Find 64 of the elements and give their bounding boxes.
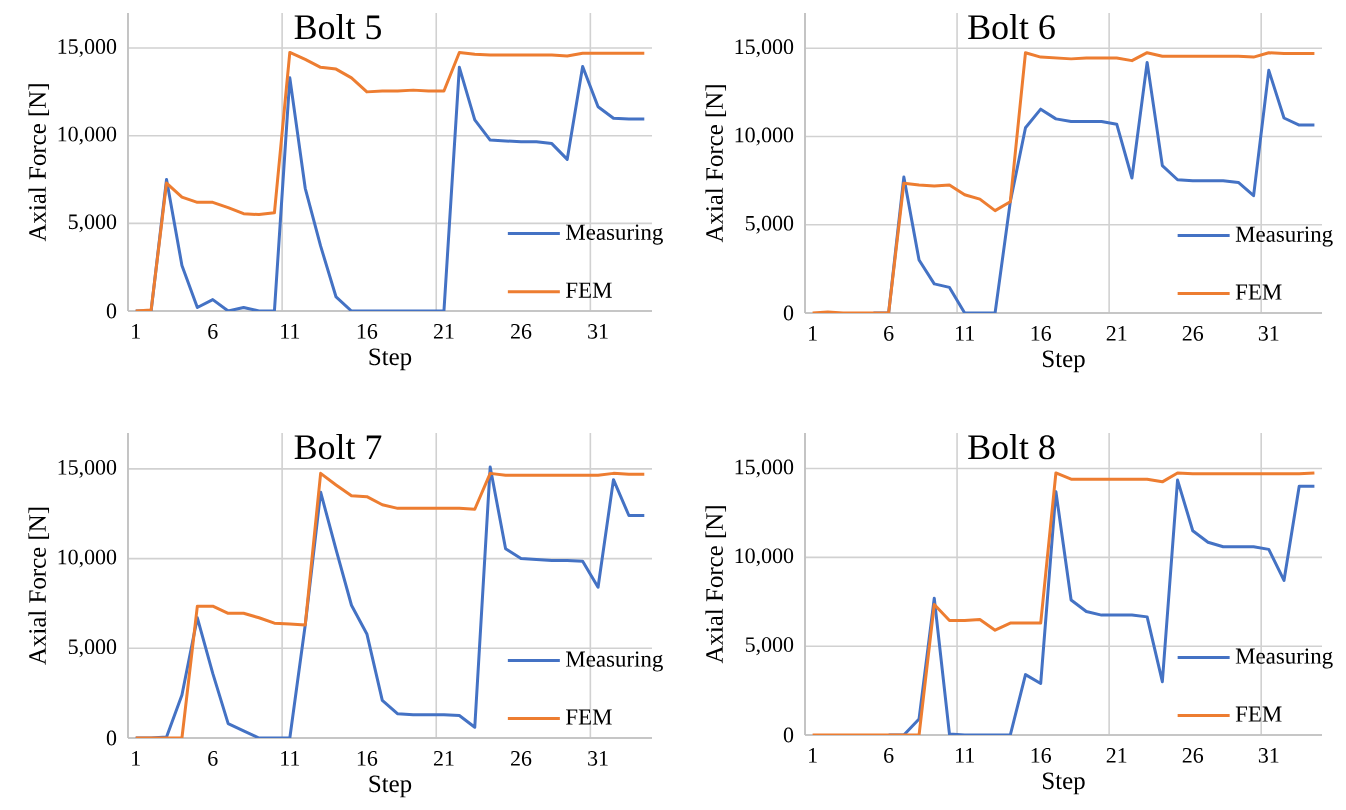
- x-tick-label: 21: [1106, 326, 1127, 341]
- y-tick-label: 0: [106, 303, 117, 319]
- x-tick-label: 11: [281, 324, 300, 339]
- y-tick-label: 0: [106, 730, 117, 746]
- x-axis-title: Step: [1043, 350, 1085, 373]
- legend-label: FEM: [1235, 284, 1282, 300]
- y-tick-label: 15,000: [58, 459, 117, 478]
- x-tick-label: 11: [956, 326, 974, 341]
- legend-label: FEM: [565, 282, 612, 298]
- y-tick-label: 15,000: [735, 459, 794, 478]
- y-axis-title: Axial Force [N]: [28, 507, 50, 665]
- x-tick-label: 6: [884, 326, 894, 341]
- x-tick-label: 16: [357, 751, 378, 766]
- y-tick-label: 5,000: [745, 637, 794, 656]
- x-tick-label: 21: [433, 324, 454, 339]
- x-tick-label: 21: [433, 751, 454, 766]
- chart-title: Bolt 6: [968, 14, 1055, 40]
- y-tick-label: 10,000: [735, 127, 794, 146]
- x-tick-label: 26: [1182, 326, 1204, 341]
- x-tick-label: 1: [809, 326, 817, 341]
- y-tick-label: 10,000: [58, 126, 117, 145]
- y-tick-label: 5,000: [745, 215, 794, 234]
- legend-label: FEM: [1235, 706, 1282, 722]
- legend-label: FEM: [565, 709, 612, 725]
- x-tick-label: 6: [884, 748, 894, 763]
- x-tick-label: 16: [1031, 326, 1052, 341]
- y-tick-label: 15,000: [58, 39, 117, 58]
- x-tick-label: 26: [511, 324, 532, 339]
- x-tick-label: 21: [1106, 748, 1127, 763]
- x-tick-label: 1: [132, 751, 140, 766]
- legend-label: Measuring: [565, 651, 663, 672]
- y-tick-label: 10,000: [58, 549, 117, 568]
- x-axis-title: Step: [369, 348, 412, 371]
- x-tick-label: 6: [208, 324, 218, 339]
- y-tick-label: 10,000: [735, 548, 794, 567]
- legend-label: Measuring: [1235, 226, 1333, 247]
- x-tick-label: 31: [1258, 326, 1279, 341]
- y-axis-title: Axial Force [N]: [705, 506, 727, 664]
- y-axis-title: Axial Force [N]: [705, 85, 727, 243]
- legend-label: Measuring: [1235, 648, 1333, 669]
- legend-label: Measuring: [565, 224, 663, 245]
- y-tick-label: 0: [783, 727, 794, 743]
- chart-title: Bolt 8: [968, 434, 1055, 460]
- y-tick-label: 15,000: [735, 39, 794, 58]
- y-axis-title: Axial Force [N]: [28, 84, 50, 242]
- chart-title: Bolt 7: [294, 434, 382, 460]
- x-tick-label: 31: [588, 324, 608, 339]
- x-axis-title: Step: [369, 775, 412, 798]
- y-tick-label: 5,000: [68, 214, 117, 233]
- x-tick-label: 31: [1258, 748, 1279, 763]
- x-tick-label: 26: [1182, 748, 1204, 763]
- x-tick-label: 11: [281, 751, 300, 766]
- y-tick-label: 5,000: [68, 639, 117, 658]
- x-tick-label: 6: [208, 751, 218, 766]
- x-tick-label: 11: [956, 748, 974, 763]
- x-tick-label: 16: [357, 324, 378, 339]
- x-tick-label: 16: [1031, 748, 1052, 763]
- x-tick-label: 1: [132, 324, 140, 339]
- x-tick-label: 1: [809, 748, 817, 763]
- chart-title: Bolt 5: [294, 14, 381, 40]
- x-tick-label: 26: [511, 751, 532, 766]
- x-tick-label: 31: [588, 751, 608, 766]
- y-tick-label: 0: [783, 305, 794, 321]
- x-axis-title: Step: [1043, 772, 1085, 795]
